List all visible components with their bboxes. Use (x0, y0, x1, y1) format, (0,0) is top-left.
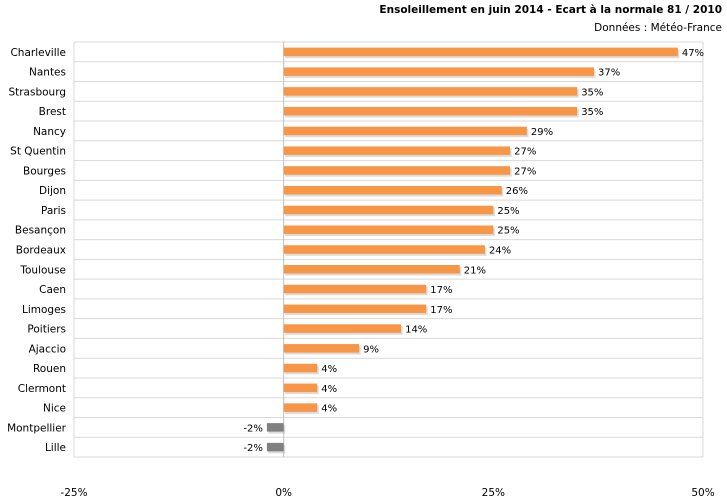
data-label: 27% (514, 166, 536, 177)
bar (283, 324, 402, 333)
category-label: Charleville (10, 47, 66, 59)
x-tick-label: 0% (275, 487, 292, 499)
data-label: 35% (581, 107, 603, 118)
data-label: 26% (506, 186, 528, 197)
x-tick-label: -25% (60, 487, 87, 499)
bar (283, 67, 594, 76)
data-label: -2% (243, 443, 262, 454)
bar (283, 106, 578, 116)
bars (266, 47, 680, 454)
category-label: Bourges (23, 165, 66, 177)
category-label: Brest (39, 106, 66, 118)
category-label: Montpellier (7, 422, 67, 434)
category-label: Nantes (29, 67, 66, 79)
category-label: Besançon (15, 225, 66, 237)
category-label: St Quentin (10, 146, 66, 158)
bar (266, 423, 284, 432)
category-label: Limoges (22, 304, 66, 316)
bar (283, 126, 527, 136)
data-label: 4% (321, 364, 337, 375)
category-label: Rouen (33, 363, 66, 375)
data-label: 14% (405, 325, 427, 336)
labels: -25% 0% 25% 50% Charleville 47% Nantes 37% Stras… (7, 47, 715, 499)
bar (283, 87, 578, 96)
x-tick-label: 25% (482, 487, 505, 499)
category-label: Strasbourg (8, 86, 66, 98)
bar (283, 205, 494, 215)
data-label: 35% (581, 87, 603, 98)
category-label: Nice (43, 403, 66, 415)
bar (283, 383, 318, 393)
bar (266, 442, 284, 452)
bar (283, 225, 494, 234)
data-label: -2% (243, 423, 262, 434)
chart-subtitle: Données : Météo-France (594, 22, 722, 34)
category-label: Lille (45, 442, 66, 454)
bar (283, 284, 427, 294)
data-label: 17% (430, 305, 452, 316)
category-label: Dijon (39, 185, 66, 197)
data-label: 21% (464, 265, 486, 276)
x-tick-label: 50% (691, 487, 714, 499)
category-label: Paris (41, 205, 66, 217)
data-label: 24% (489, 246, 511, 257)
data-label: 37% (598, 68, 620, 79)
category-label: Caen (39, 284, 66, 296)
bar (283, 245, 485, 254)
bar (283, 403, 318, 412)
data-label: 4% (321, 404, 337, 415)
bar (283, 166, 511, 175)
bar (283, 363, 318, 373)
bar (283, 304, 427, 314)
bar (283, 146, 511, 155)
category-label: Nancy (33, 126, 66, 138)
data-label: 9% (363, 344, 379, 355)
chart-title: Ensoleillement en juin 2014 - Ecart à la… (379, 4, 722, 16)
bar (283, 344, 360, 353)
data-label: 25% (497, 226, 519, 237)
data-label: 25% (497, 206, 519, 217)
bar (283, 185, 502, 195)
category-label: Toulouse (19, 264, 66, 276)
data-label: 27% (514, 147, 536, 158)
data-label: 29% (531, 127, 553, 138)
bar (283, 47, 678, 57)
category-label: Poitiers (27, 324, 66, 336)
data-label: 17% (430, 285, 452, 296)
data-label: 47% (682, 48, 704, 59)
category-label: Ajaccio (29, 343, 66, 355)
bar (283, 265, 460, 274)
category-label: Clermont (18, 383, 66, 395)
category-label: Bordeaux (16, 245, 66, 257)
data-label: 4% (321, 384, 337, 395)
